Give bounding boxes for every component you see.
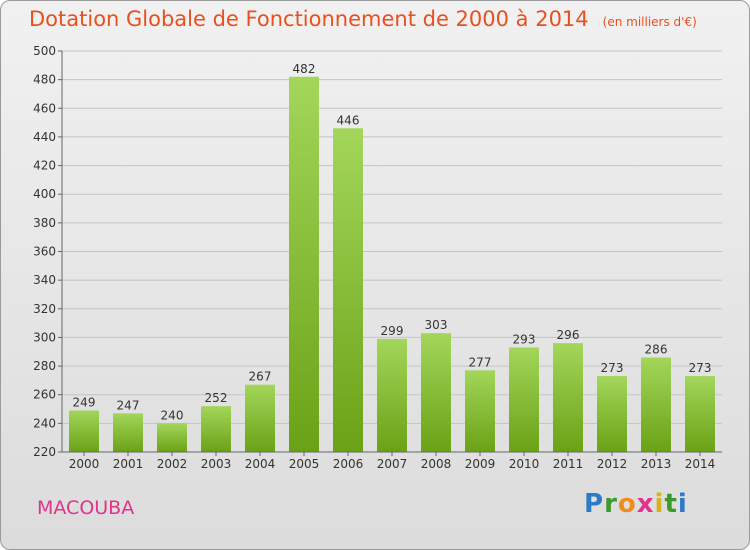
bar-value-label: 277	[469, 355, 492, 369]
x-tick-label: 2000	[69, 457, 100, 471]
bar-value-label: 303	[425, 318, 448, 332]
x-tick-label: 2008	[421, 457, 452, 471]
x-tick-label: 2003	[201, 457, 232, 471]
logo-letter: o	[617, 489, 637, 519]
y-tick-label: 260	[33, 388, 56, 402]
y-tick-label: 340	[33, 273, 56, 287]
bar	[377, 338, 407, 452]
bar-value-label: 482	[293, 62, 316, 76]
y-tick-label: 300	[33, 330, 56, 344]
x-tick-label: 2012	[597, 457, 628, 471]
logo-letter: t	[664, 489, 678, 519]
bar-value-label: 446	[337, 113, 360, 127]
x-tick-label: 2006	[333, 457, 364, 471]
bar-value-label: 240	[161, 408, 184, 422]
title-row: Dotation Globale de Fonctionnement de 20…	[29, 7, 697, 31]
x-tick-label: 2010	[509, 457, 540, 471]
x-tick-label: 2007	[377, 457, 408, 471]
y-tick-label: 460	[33, 101, 56, 115]
y-tick-label: 280	[33, 359, 56, 373]
x-tick-label: 2014	[685, 457, 716, 471]
logo-letter: i	[677, 489, 688, 519]
bar	[69, 410, 99, 452]
y-tick-label: 420	[33, 159, 56, 173]
bar	[421, 333, 451, 452]
chart-unit: (en milliers d'€)	[602, 15, 697, 29]
logo-letter: x	[636, 489, 655, 519]
bar	[641, 357, 671, 452]
x-tick-label: 2009	[465, 457, 496, 471]
x-tick-label: 2004	[245, 457, 276, 471]
x-tick-label: 2001	[113, 457, 144, 471]
bar-value-label: 249	[73, 395, 96, 409]
bar-value-label: 293	[513, 332, 536, 346]
logo-letter: r	[604, 489, 618, 519]
bar	[201, 406, 231, 452]
bar-value-label: 296	[557, 328, 580, 342]
bar	[113, 413, 143, 452]
bar	[465, 370, 495, 452]
y-tick-label: 480	[33, 73, 56, 87]
y-tick-label: 440	[33, 130, 56, 144]
y-tick-label: 380	[33, 216, 56, 230]
x-tick-label: 2011	[553, 457, 584, 471]
bar	[289, 76, 319, 453]
y-axis-ticks: 220 240 260 280 300 320 340 360 380 400 420 440 460 4…	[33, 44, 62, 459]
bar	[157, 423, 187, 452]
bar	[245, 384, 275, 452]
bar	[597, 376, 627, 452]
y-tick-label: 240	[33, 416, 56, 430]
bar-value-label: 273	[601, 361, 624, 375]
bar-value-label: 252	[205, 391, 228, 405]
bar	[333, 128, 363, 452]
y-tick-label: 220	[33, 445, 56, 459]
logo-letter: i	[654, 489, 665, 519]
bar	[685, 376, 715, 452]
y-tick-label: 400	[33, 187, 56, 201]
bar	[509, 347, 539, 452]
y-tick-label: 360	[33, 245, 56, 259]
bar-value-label: 286	[645, 342, 668, 356]
x-tick-label: 2013	[641, 457, 672, 471]
bar-value-label: 299	[381, 324, 404, 338]
bar-value-label: 267	[249, 370, 272, 384]
y-tick-label: 500	[33, 44, 56, 58]
proxiti-logo: Proxiti	[584, 489, 688, 519]
commune-name: MACOUBA	[37, 497, 135, 519]
chart-title: Dotation Globale de Fonctionnement de 20…	[29, 7, 589, 31]
bar-value-label: 273	[689, 361, 712, 375]
x-tick-label: 2002	[157, 457, 188, 471]
logo-letter: P	[584, 489, 605, 519]
x-axis-ticks: 2000 2001 2002 2003 2004 2005 2006 2007 2008 2009…	[69, 452, 716, 471]
x-tick-label: 2005	[289, 457, 320, 471]
bars: 249 247 240 252 267 482 446 299 303 277 293 296 273 2…	[69, 62, 715, 453]
bar-value-label: 247	[117, 398, 140, 412]
bar	[553, 343, 583, 452]
y-tick-label: 320	[33, 302, 56, 316]
